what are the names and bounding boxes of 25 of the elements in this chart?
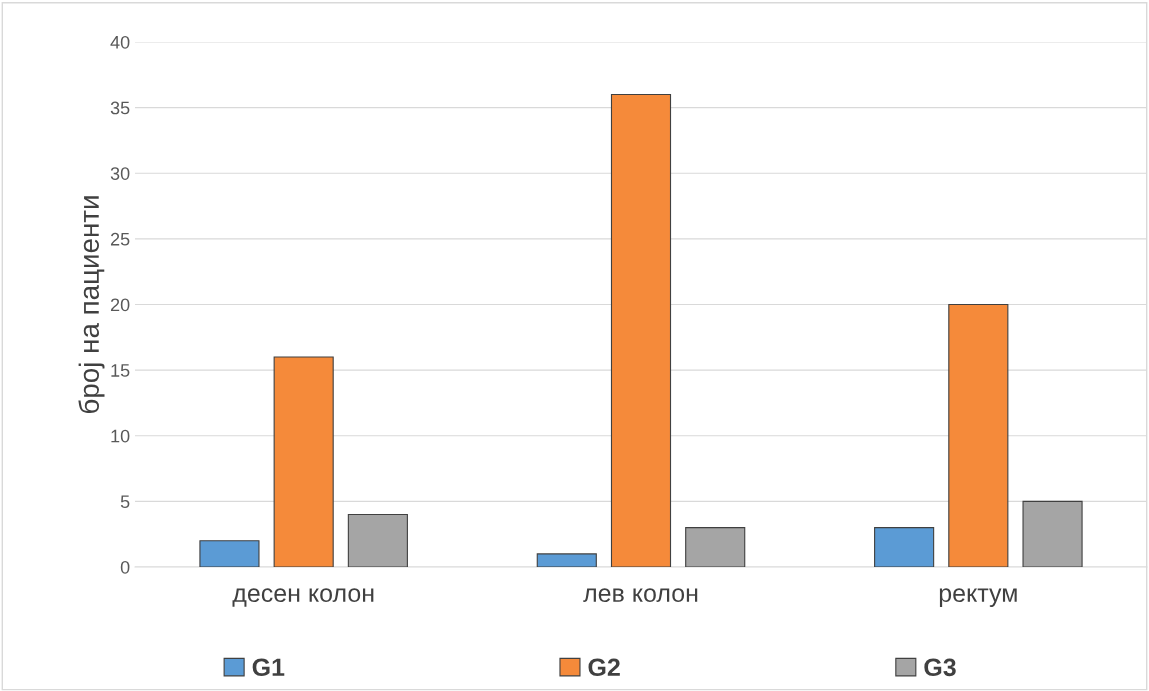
bar xyxy=(685,527,746,567)
y-tick-label: 5 xyxy=(120,495,130,509)
bar xyxy=(610,93,672,567)
bar xyxy=(273,356,334,567)
y-tick-label: 20 xyxy=(110,298,130,312)
bar xyxy=(536,553,597,567)
y-tick-label: 0 xyxy=(120,560,130,574)
legend-label: G3 xyxy=(924,658,956,677)
legend-label: G1 xyxy=(252,658,285,677)
x-tick-label: десен колон xyxy=(232,588,374,607)
bar xyxy=(1022,500,1083,567)
y-tick-label: 35 xyxy=(110,101,130,115)
bar xyxy=(874,527,935,567)
y-tick-label: 40 xyxy=(110,35,130,49)
bar xyxy=(199,540,260,567)
y-tick-label: 10 xyxy=(111,429,130,443)
bar xyxy=(347,513,408,567)
y-axis-title: број на пациенти xyxy=(78,196,105,413)
x-tick-label: ректум xyxy=(939,588,1017,607)
x-tick-label: лев колон xyxy=(583,588,698,603)
y-tick-label: 30 xyxy=(110,167,130,180)
bar xyxy=(948,303,1009,567)
y-tick-label: 25 xyxy=(110,232,130,246)
y-tick-label: 15 xyxy=(111,364,130,377)
legend-label: G2 xyxy=(588,658,620,677)
